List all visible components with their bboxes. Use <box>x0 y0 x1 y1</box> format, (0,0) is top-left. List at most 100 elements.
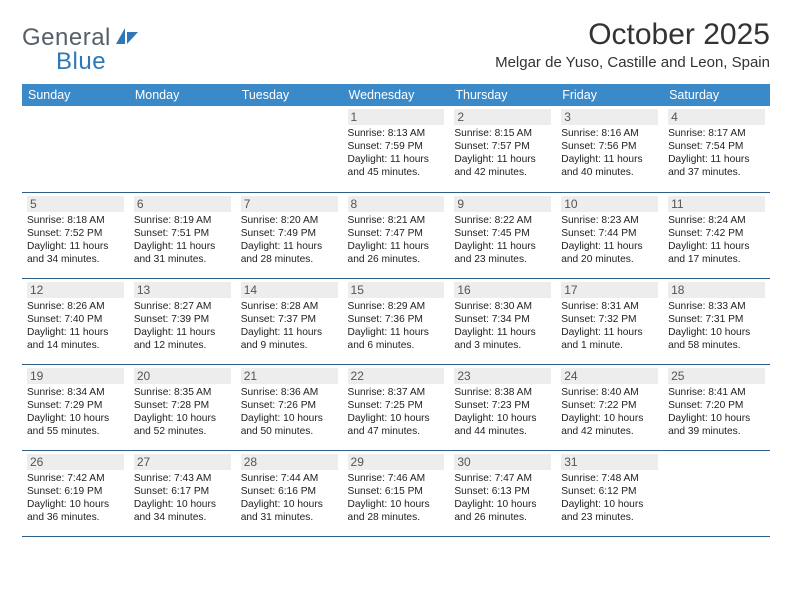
day-header: Friday <box>556 84 663 106</box>
calendar-cell: 21 Sunrise: 8:36 AMSunset: 7:26 PMDayligh… <box>236 364 343 450</box>
day-details: Sunrise: 8:15 AMSunset: 7:57 PMDaylight:… <box>454 127 551 179</box>
day-header: Saturday <box>663 84 770 106</box>
day-number: 30 <box>454 454 551 470</box>
day-number: 12 <box>27 282 124 298</box>
calendar-row: 19 Sunrise: 8:34 AMSunset: 7:29 PMDayligh… <box>22 364 770 450</box>
calendar-cell: 9 Sunrise: 8:22 AMSunset: 7:45 PMDaylight… <box>449 192 556 278</box>
day-details: Sunrise: 8:24 AMSunset: 7:42 PMDaylight:… <box>668 214 765 266</box>
calendar-cell: 27Sunrise: 7:43 AMSunset: 6:17 PMDayligh… <box>129 450 236 536</box>
day-details: Sunrise: 7:42 AMSunset: 6:19 PMDaylight:… <box>27 472 124 524</box>
day-details: Sunrise: 8:16 AMSunset: 7:56 PMDaylight:… <box>561 127 658 179</box>
calendar-header-row: SundayMondayTuesdayWednesdayThursdayFrid… <box>22 84 770 106</box>
calendar-row: 12 Sunrise: 8:26 AMSunset: 7:40 PMDayligh… <box>22 278 770 364</box>
day-details: Sunrise: 8:22 AMSunset: 7:45 PMDaylight:… <box>454 214 551 266</box>
day-number: 10 <box>561 196 658 212</box>
day-number: 23 <box>454 368 551 384</box>
day-details: Sunrise: 7:46 AMSunset: 6:15 PMDaylight:… <box>348 472 445 524</box>
month-title: October 2025 <box>495 18 770 52</box>
day-number: 9 <box>454 196 551 212</box>
day-details: Sunrise: 8:20 AMSunset: 7:49 PMDaylight:… <box>241 214 338 266</box>
calendar-cell: 23 Sunrise: 8:38 AMSunset: 7:23 PMDayligh… <box>449 364 556 450</box>
day-number: 7 <box>241 196 338 212</box>
day-header: Tuesday <box>236 84 343 106</box>
day-number: 14 <box>241 282 338 298</box>
calendar-cell <box>129 106 236 192</box>
calendar-cell: 16 Sunrise: 8:30 AMSunset: 7:34 PMDayligh… <box>449 278 556 364</box>
calendar-body: 1Sunrise: 8:13 AMSunset: 7:59 PMDaylight… <box>22 106 770 536</box>
calendar-cell: 4Sunrise: 8:17 AMSunset: 7:54 PMDaylight… <box>663 106 770 192</box>
calendar-cell: 8Sunrise: 8:21 AMSunset: 7:47 PMDaylight… <box>343 192 450 278</box>
day-details: Sunrise: 8:37 AMSunset: 7:25 PMDaylight:… <box>348 386 445 438</box>
day-header: Wednesday <box>343 84 450 106</box>
day-details: Sunrise: 8:28 AMSunset: 7:37 PMDaylight:… <box>241 300 338 352</box>
day-number: 3 <box>561 109 658 125</box>
day-details: Sunrise: 8:36 AMSunset: 7:26 PMDaylight:… <box>241 386 338 438</box>
day-details: Sunrise: 7:44 AMSunset: 6:16 PMDaylight:… <box>241 472 338 524</box>
day-details: Sunrise: 8:18 AMSunset: 7:52 PMDaylight:… <box>27 214 124 266</box>
day-details: Sunrise: 8:35 AMSunset: 7:28 PMDaylight:… <box>134 386 231 438</box>
day-details: Sunrise: 8:26 AMSunset: 7:40 PMDaylight:… <box>27 300 124 352</box>
day-details: Sunrise: 8:33 AMSunset: 7:31 PMDaylight:… <box>668 300 765 352</box>
calendar-cell: 7 Sunrise: 8:20 AMSunset: 7:49 PMDaylight… <box>236 192 343 278</box>
calendar-row: 1Sunrise: 8:13 AMSunset: 7:59 PMDaylight… <box>22 106 770 192</box>
calendar-cell <box>236 106 343 192</box>
calendar-cell: 31 Sunrise: 7:48 AMSunset: 6:12 PMDayligh… <box>556 450 663 536</box>
calendar-cell: 15Sunrise: 8:29 AMSunset: 7:36 PMDayligh… <box>343 278 450 364</box>
calendar-cell: 3 Sunrise: 8:16 AMSunset: 7:56 PMDaylight… <box>556 106 663 192</box>
calendar-cell: 28 Sunrise: 7:44 AMSunset: 6:16 PMDayligh… <box>236 450 343 536</box>
calendar-table: SundayMondayTuesdayWednesdayThursdayFrid… <box>22 84 770 537</box>
day-number: 19 <box>27 368 124 384</box>
title-block: October 2025 Melgar de Yuso, Castille an… <box>495 18 770 71</box>
calendar-row: 5 Sunrise: 8:18 AMSunset: 7:52 PMDaylight… <box>22 192 770 278</box>
day-details: Sunrise: 8:27 AMSunset: 7:39 PMDaylight:… <box>134 300 231 352</box>
day-number: 31 <box>561 454 658 470</box>
day-details: Sunrise: 8:30 AMSunset: 7:34 PMDaylight:… <box>454 300 551 352</box>
day-number: 13 <box>134 282 231 298</box>
calendar-cell: 6 Sunrise: 8:19 AMSunset: 7:51 PMDaylight… <box>129 192 236 278</box>
day-number: 11 <box>668 196 765 212</box>
day-details: Sunrise: 8:19 AMSunset: 7:51 PMDaylight:… <box>134 214 231 266</box>
day-details: Sunrise: 8:31 AMSunset: 7:32 PMDaylight:… <box>561 300 658 352</box>
calendar-cell: 29Sunrise: 7:46 AMSunset: 6:15 PMDayligh… <box>343 450 450 536</box>
day-number: 5 <box>27 196 124 212</box>
calendar-cell: 26 Sunrise: 7:42 AMSunset: 6:19 PMDayligh… <box>22 450 129 536</box>
brand-logo: GeneralBlue <box>22 18 139 76</box>
day-header: Thursday <box>449 84 556 106</box>
day-number: 1 <box>348 109 445 125</box>
calendar-cell: 2 Sunrise: 8:15 AMSunset: 7:57 PMDaylight… <box>449 106 556 192</box>
calendar-cell: 1Sunrise: 8:13 AMSunset: 7:59 PMDaylight… <box>343 106 450 192</box>
day-number: 16 <box>454 282 551 298</box>
calendar-cell: 18 Sunrise: 8:33 AMSunset: 7:31 PMDayligh… <box>663 278 770 364</box>
day-number: 21 <box>241 368 338 384</box>
day-header: Monday <box>129 84 236 106</box>
day-number: 17 <box>561 282 658 298</box>
day-number: 18 <box>668 282 765 298</box>
calendar-cell: 25 Sunrise: 8:41 AMSunset: 7:20 PMDayligh… <box>663 364 770 450</box>
day-number: 28 <box>241 454 338 470</box>
location-line: Melgar de Yuso, Castille and Leon, Spain <box>495 54 770 71</box>
day-number: 2 <box>454 109 551 125</box>
brand-text-2: Blue <box>56 48 106 76</box>
day-details: Sunrise: 8:41 AMSunset: 7:20 PMDaylight:… <box>668 386 765 438</box>
day-details: Sunrise: 7:48 AMSunset: 6:12 PMDaylight:… <box>561 472 658 524</box>
day-number: 22 <box>348 368 445 384</box>
day-number: 20 <box>134 368 231 384</box>
calendar-cell: 5 Sunrise: 8:18 AMSunset: 7:52 PMDaylight… <box>22 192 129 278</box>
calendar-cell: 14 Sunrise: 8:28 AMSunset: 7:37 PMDayligh… <box>236 278 343 364</box>
calendar-cell: 24Sunrise: 8:40 AMSunset: 7:22 PMDayligh… <box>556 364 663 450</box>
day-details: Sunrise: 7:43 AMSunset: 6:17 PMDaylight:… <box>134 472 231 524</box>
day-details: Sunrise: 8:38 AMSunset: 7:23 PMDaylight:… <box>454 386 551 438</box>
day-details: Sunrise: 8:34 AMSunset: 7:29 PMDaylight:… <box>27 386 124 438</box>
day-number: 24 <box>561 368 658 384</box>
day-number: 25 <box>668 368 765 384</box>
day-number: 6 <box>134 196 231 212</box>
calendar-cell: 30 Sunrise: 7:47 AMSunset: 6:13 PMDayligh… <box>449 450 556 536</box>
calendar-cell: 12 Sunrise: 8:26 AMSunset: 7:40 PMDayligh… <box>22 278 129 364</box>
day-details: Sunrise: 7:47 AMSunset: 6:13 PMDaylight:… <box>454 472 551 524</box>
page-header: GeneralBlue October 2025 Melgar de Yuso,… <box>22 18 770 76</box>
sail-icon <box>115 27 139 50</box>
calendar-cell: 20 Sunrise: 8:35 AMSunset: 7:28 PMDayligh… <box>129 364 236 450</box>
day-header: Sunday <box>22 84 129 106</box>
day-details: Sunrise: 8:23 AMSunset: 7:44 PMDaylight:… <box>561 214 658 266</box>
day-number: 26 <box>27 454 124 470</box>
